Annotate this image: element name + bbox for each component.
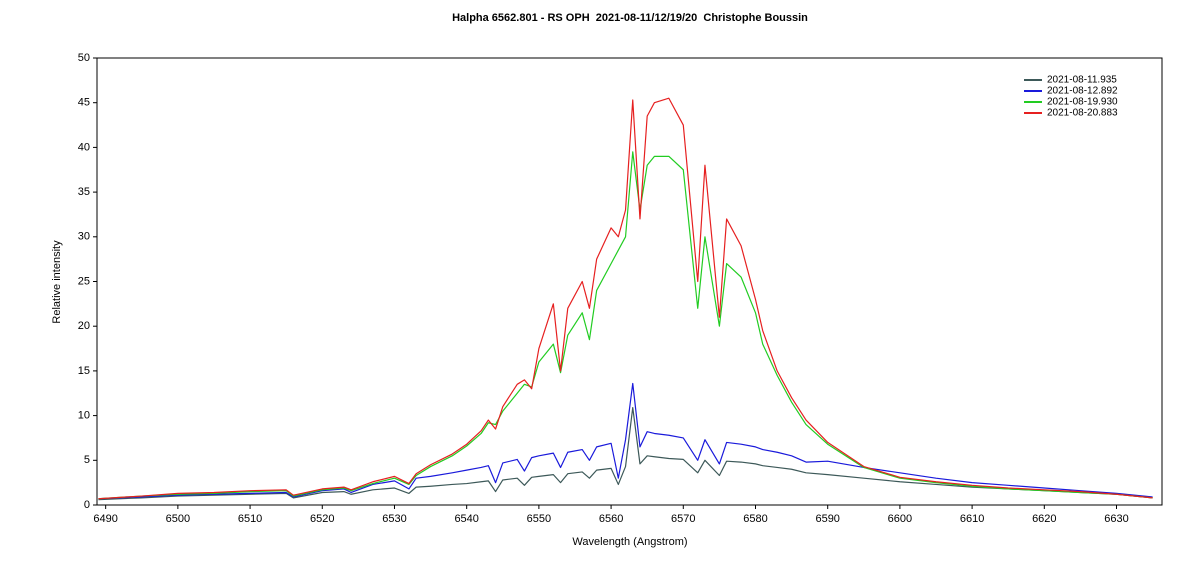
x-tick-label: 6560 (599, 513, 623, 525)
y-tick-label: 50 (78, 52, 90, 64)
y-tick-label: 20 (78, 320, 90, 332)
y-tick-label: 0 (84, 499, 90, 511)
y-tick-label: 15 (78, 365, 90, 377)
series-line (98, 406, 1153, 501)
legend-label: 2021-08-12.892 (1047, 86, 1118, 97)
x-tick-label: 6510 (238, 513, 262, 525)
y-tick-label: 30 (78, 231, 90, 243)
y-tick-label: 35 (78, 186, 90, 198)
legend-label: 2021-08-20.883 (1047, 108, 1118, 119)
y-tick-label: 10 (78, 410, 90, 422)
legend-label: 2021-08-11.935 (1047, 75, 1117, 86)
series-line (98, 382, 1153, 500)
x-tick-label: 6490 (93, 513, 117, 525)
y-axis-label: Relative intensity (51, 240, 63, 324)
x-tick-label: 6600 (888, 513, 912, 525)
x-tick-label: 6540 (454, 513, 478, 525)
y-tick-label: 40 (78, 141, 90, 153)
x-tick-label: 6520 (310, 513, 334, 525)
x-tick-label: 6500 (166, 513, 190, 525)
x-tick-label: 6590 (815, 513, 839, 525)
x-tick-label: 6570 (671, 513, 695, 525)
y-tick-label: 5 (84, 454, 90, 466)
series-line (98, 151, 1153, 500)
x-tick-label: 6630 (1104, 513, 1128, 525)
chart-title: Halpha 6562.801 - RS OPH 2021-08-11/12/1… (452, 12, 808, 24)
series-line (98, 97, 1153, 500)
x-tick-label: 6550 (527, 513, 551, 525)
x-tick-label: 6610 (960, 513, 984, 525)
x-tick-label: 6620 (1032, 513, 1056, 525)
x-axis-label: Wavelength (Angstrom) (572, 536, 687, 548)
x-tick-label: 6580 (743, 513, 767, 525)
y-tick-label: 25 (78, 275, 90, 287)
y-tick-label: 45 (78, 97, 90, 109)
legend-label: 2021-08-19.930 (1047, 97, 1118, 108)
x-tick-label: 6530 (382, 513, 406, 525)
